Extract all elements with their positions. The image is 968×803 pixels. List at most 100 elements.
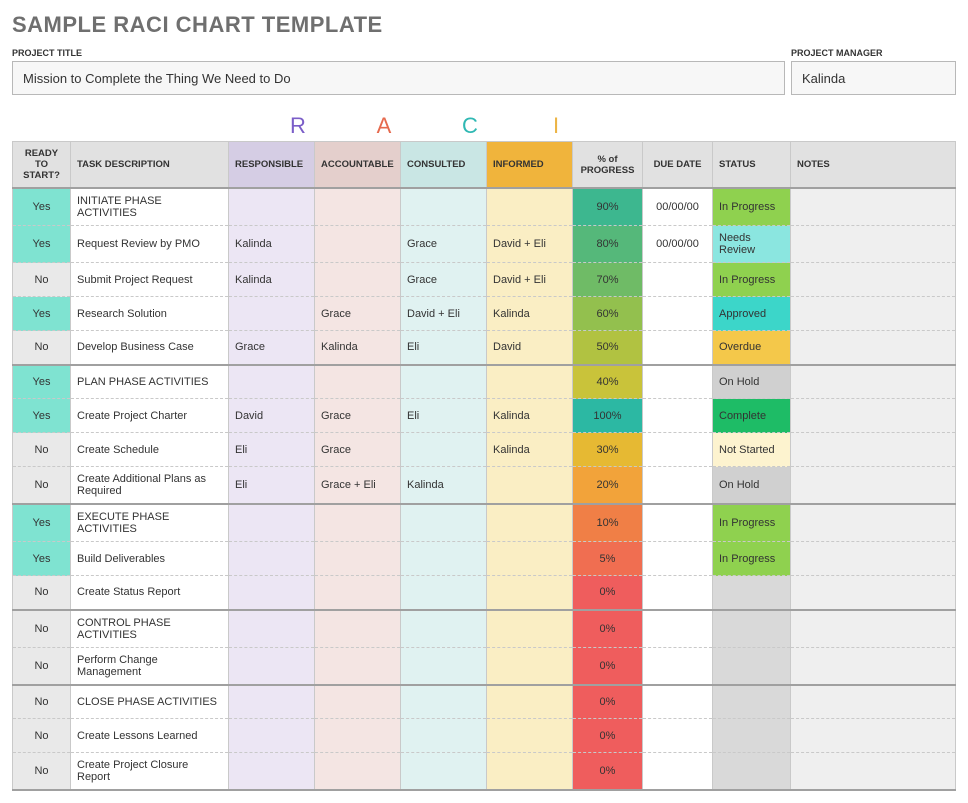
cell-informed[interactable]: Kalinda	[487, 297, 573, 331]
cell-responsible[interactable]: Kalinda	[229, 226, 315, 263]
cell-ready[interactable]: Yes	[13, 542, 71, 576]
cell-consulted[interactable]	[401, 542, 487, 576]
cell-task[interactable]: Develop Business Case	[71, 331, 229, 365]
cell-informed[interactable]	[487, 467, 573, 505]
cell-responsible[interactable]: Grace	[229, 331, 315, 365]
cell-responsible[interactable]	[229, 504, 315, 542]
cell-ready[interactable]: No	[13, 610, 71, 648]
cell-due[interactable]	[643, 685, 713, 719]
cell-due[interactable]: 00/00/00	[643, 188, 713, 226]
cell-informed[interactable]	[487, 610, 573, 648]
cell-informed[interactable]: Kalinda	[487, 399, 573, 433]
cell-due[interactable]: 00/00/00	[643, 226, 713, 263]
cell-due[interactable]	[643, 399, 713, 433]
cell-notes[interactable]	[791, 263, 956, 297]
cell-task[interactable]: Create Additional Plans as Required	[71, 467, 229, 505]
cell-consulted[interactable]	[401, 433, 487, 467]
cell-ready[interactable]: Yes	[13, 226, 71, 263]
cell-consulted[interactable]	[401, 576, 487, 610]
cell-status[interactable]: In Progress	[713, 188, 791, 226]
cell-responsible[interactable]: Eli	[229, 433, 315, 467]
cell-task[interactable]: Build Deliverables	[71, 542, 229, 576]
cell-progress[interactable]: 100%	[573, 399, 643, 433]
cell-accountable[interactable]	[315, 188, 401, 226]
cell-progress[interactable]: 80%	[573, 226, 643, 263]
cell-task[interactable]: Create Schedule	[71, 433, 229, 467]
cell-status[interactable]	[713, 753, 791, 791]
cell-responsible[interactable]	[229, 753, 315, 791]
cell-consulted[interactable]	[401, 365, 487, 399]
cell-task[interactable]: Create Project Charter	[71, 399, 229, 433]
cell-ready[interactable]: No	[13, 647, 71, 685]
cell-notes[interactable]	[791, 399, 956, 433]
cell-notes[interactable]	[791, 297, 956, 331]
cell-ready[interactable]: No	[13, 719, 71, 753]
cell-progress[interactable]: 5%	[573, 542, 643, 576]
cell-responsible[interactable]	[229, 647, 315, 685]
cell-progress[interactable]: 40%	[573, 365, 643, 399]
cell-consulted[interactable]: Grace	[401, 226, 487, 263]
cell-ready[interactable]: No	[13, 753, 71, 791]
cell-status[interactable]: Complete	[713, 399, 791, 433]
cell-informed[interactable]: Kalinda	[487, 433, 573, 467]
cell-consulted[interactable]: Eli	[401, 399, 487, 433]
cell-due[interactable]	[643, 297, 713, 331]
cell-informed[interactable]: David + Eli	[487, 226, 573, 263]
cell-status[interactable]: Approved	[713, 297, 791, 331]
cell-task[interactable]: Submit Project Request	[71, 263, 229, 297]
cell-status[interactable]: On Hold	[713, 365, 791, 399]
cell-progress[interactable]: 20%	[573, 467, 643, 505]
cell-notes[interactable]	[791, 467, 956, 505]
cell-responsible[interactable]	[229, 365, 315, 399]
cell-status[interactable]: In Progress	[713, 504, 791, 542]
cell-consulted[interactable]	[401, 188, 487, 226]
cell-responsible[interactable]	[229, 542, 315, 576]
cell-ready[interactable]: No	[13, 433, 71, 467]
cell-task[interactable]: CONTROL PHASE ACTIVITIES	[71, 610, 229, 648]
cell-informed[interactable]	[487, 365, 573, 399]
cell-notes[interactable]	[791, 542, 956, 576]
cell-status[interactable]: On Hold	[713, 467, 791, 505]
cell-informed[interactable]	[487, 719, 573, 753]
cell-informed[interactable]	[487, 753, 573, 791]
cell-due[interactable]	[643, 263, 713, 297]
cell-due[interactable]	[643, 576, 713, 610]
cell-status[interactable]	[713, 647, 791, 685]
cell-notes[interactable]	[791, 576, 956, 610]
cell-ready[interactable]: Yes	[13, 188, 71, 226]
cell-informed[interactable]	[487, 504, 573, 542]
cell-task[interactable]: Perform Change Management	[71, 647, 229, 685]
cell-progress[interactable]: 50%	[573, 331, 643, 365]
cell-accountable[interactable]	[315, 365, 401, 399]
cell-notes[interactable]	[791, 188, 956, 226]
cell-responsible[interactable]: Kalinda	[229, 263, 315, 297]
cell-accountable[interactable]	[315, 504, 401, 542]
cell-notes[interactable]	[791, 365, 956, 399]
cell-due[interactable]	[643, 365, 713, 399]
cell-consulted[interactable]	[401, 719, 487, 753]
cell-status[interactable]	[713, 610, 791, 648]
cell-notes[interactable]	[791, 753, 956, 791]
cell-progress[interactable]: 10%	[573, 504, 643, 542]
cell-accountable[interactable]	[315, 685, 401, 719]
cell-due[interactable]	[643, 504, 713, 542]
cell-status[interactable]: Not Started	[713, 433, 791, 467]
cell-ready[interactable]: No	[13, 331, 71, 365]
cell-due[interactable]	[643, 719, 713, 753]
cell-progress[interactable]: 0%	[573, 610, 643, 648]
cell-responsible[interactable]	[229, 188, 315, 226]
cell-consulted[interactable]: Eli	[401, 331, 487, 365]
cell-status[interactable]	[713, 719, 791, 753]
cell-consulted[interactable]: David + Eli	[401, 297, 487, 331]
cell-task[interactable]: Create Project Closure Report	[71, 753, 229, 791]
cell-due[interactable]	[643, 647, 713, 685]
cell-informed[interactable]: David + Eli	[487, 263, 573, 297]
cell-task[interactable]: INITIATE PHASE ACTIVITIES	[71, 188, 229, 226]
cell-accountable[interactable]: Kalinda	[315, 331, 401, 365]
cell-status[interactable]	[713, 685, 791, 719]
cell-accountable[interactable]	[315, 719, 401, 753]
cell-notes[interactable]	[791, 433, 956, 467]
cell-task[interactable]: EXECUTE PHASE ACTIVITIES	[71, 504, 229, 542]
cell-progress[interactable]: 90%	[573, 188, 643, 226]
cell-accountable[interactable]	[315, 542, 401, 576]
